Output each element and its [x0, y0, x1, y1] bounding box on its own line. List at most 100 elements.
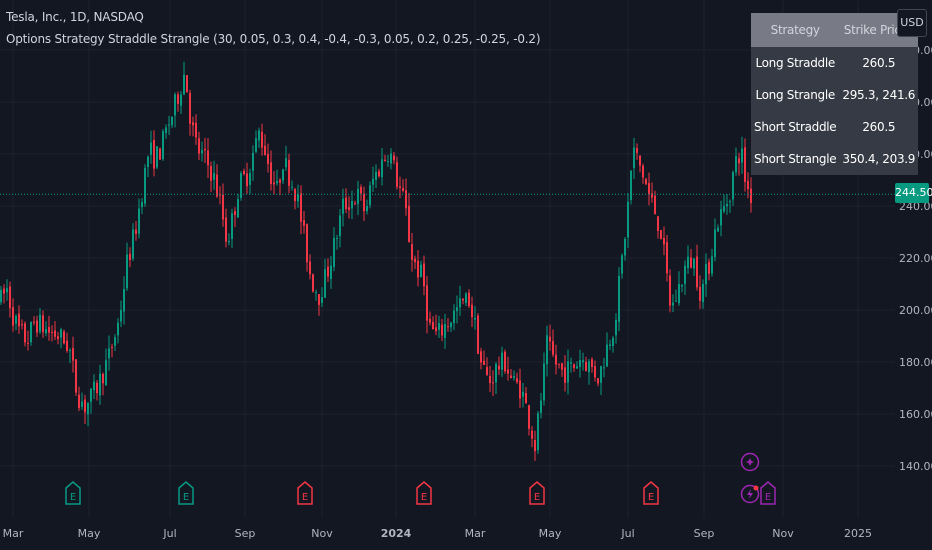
candle[interactable]	[744, 147, 746, 182]
candle[interactable]	[567, 361, 569, 383]
candle[interactable]	[468, 292, 470, 307]
candle[interactable]	[333, 237, 335, 267]
candle[interactable]	[600, 366, 602, 383]
candle[interactable]	[78, 394, 80, 409]
candle[interactable]	[423, 263, 425, 287]
candle[interactable]	[420, 264, 422, 278]
candle[interactable]	[585, 362, 587, 371]
candle[interactable]	[51, 331, 53, 333]
candle[interactable]	[144, 167, 146, 204]
candle[interactable]	[12, 307, 14, 326]
candle[interactable]	[120, 309, 122, 322]
candle[interactable]	[486, 366, 488, 375]
candle[interactable]	[654, 195, 656, 215]
candle[interactable]	[747, 180, 749, 190]
candle[interactable]	[63, 331, 65, 344]
candle[interactable]	[141, 202, 143, 208]
candle[interactable]	[282, 169, 284, 181]
candle[interactable]	[261, 131, 263, 148]
candle[interactable]	[291, 186, 293, 188]
dividend-icon[interactable]	[740, 452, 760, 472]
candle[interactable]	[510, 375, 512, 379]
candle[interactable]	[636, 148, 638, 153]
candle[interactable]	[309, 261, 311, 275]
candle[interactable]	[60, 329, 62, 338]
candle[interactable]	[729, 201, 731, 203]
candle[interactable]	[375, 171, 377, 180]
earnings-marker[interactable]: E	[65, 481, 81, 505]
candle[interactable]	[726, 204, 728, 207]
candle[interactable]	[240, 173, 242, 199]
candle[interactable]	[111, 346, 113, 348]
candle[interactable]	[336, 238, 338, 240]
candle[interactable]	[6, 288, 8, 293]
candle[interactable]	[18, 313, 20, 327]
candle[interactable]	[324, 269, 326, 298]
candle[interactable]	[9, 286, 11, 309]
candle[interactable]	[159, 148, 161, 160]
candle[interactable]	[192, 122, 194, 126]
earnings-marker[interactable]: E	[529, 481, 545, 505]
candle[interactable]	[183, 74, 185, 95]
candle[interactable]	[363, 193, 365, 212]
candle[interactable]	[210, 166, 212, 181]
candle[interactable]	[318, 294, 320, 305]
candle[interactable]	[57, 336, 59, 340]
candle[interactable]	[723, 206, 725, 212]
candle[interactable]	[717, 227, 719, 232]
candle[interactable]	[504, 351, 506, 372]
candle[interactable]	[516, 378, 518, 383]
candle[interactable]	[90, 388, 92, 402]
candle[interactable]	[171, 116, 173, 126]
candle[interactable]	[519, 380, 521, 399]
candle[interactable]	[105, 360, 107, 386]
candle[interactable]	[237, 199, 239, 218]
candle[interactable]	[555, 354, 557, 365]
candle[interactable]	[741, 148, 743, 163]
candle[interactable]	[684, 265, 686, 284]
candle[interactable]	[606, 344, 608, 367]
candle[interactable]	[396, 162, 398, 187]
candle[interactable]	[438, 323, 440, 330]
candle[interactable]	[672, 302, 674, 306]
candle[interactable]	[549, 336, 551, 342]
candle[interactable]	[378, 171, 380, 177]
candle[interactable]	[564, 367, 566, 383]
candle[interactable]	[270, 162, 272, 185]
earnings-marker[interactable]: E	[297, 481, 313, 505]
candle[interactable]	[30, 321, 32, 343]
candle[interactable]	[285, 158, 287, 168]
candle[interactable]	[213, 173, 215, 180]
candle[interactable]	[3, 288, 5, 294]
candle[interactable]	[327, 266, 329, 277]
candle[interactable]	[693, 258, 695, 269]
candle[interactable]	[384, 159, 386, 161]
candle[interactable]	[651, 193, 653, 198]
candle[interactable]	[117, 322, 119, 336]
candle[interactable]	[456, 307, 458, 312]
candle[interactable]	[642, 165, 644, 178]
candle[interactable]	[39, 314, 41, 332]
candle[interactable]	[450, 322, 452, 328]
candle[interactable]	[360, 187, 362, 194]
candle[interactable]	[249, 173, 251, 185]
indicator-title[interactable]: Options Strategy Straddle Strangle (30, …	[6, 32, 541, 46]
candle[interactable]	[321, 297, 323, 303]
candle[interactable]	[267, 153, 269, 164]
candle[interactable]	[561, 363, 563, 370]
candle[interactable]	[405, 190, 407, 209]
candle[interactable]	[633, 147, 635, 169]
candle[interactable]	[297, 194, 299, 202]
candle[interactable]	[429, 318, 431, 323]
candle[interactable]	[342, 198, 344, 214]
split-icon[interactable]	[740, 484, 760, 504]
candle[interactable]	[669, 275, 671, 306]
candle[interactable]	[243, 170, 245, 175]
symbol-title[interactable]: Tesla, Inc., 1D, NASDAQ	[6, 10, 144, 24]
candle[interactable]	[201, 150, 203, 154]
candle[interactable]	[576, 366, 578, 369]
candle[interactable]	[630, 170, 632, 200]
candle[interactable]	[513, 375, 515, 378]
candle[interactable]	[618, 275, 620, 322]
candle[interactable]	[222, 194, 224, 220]
